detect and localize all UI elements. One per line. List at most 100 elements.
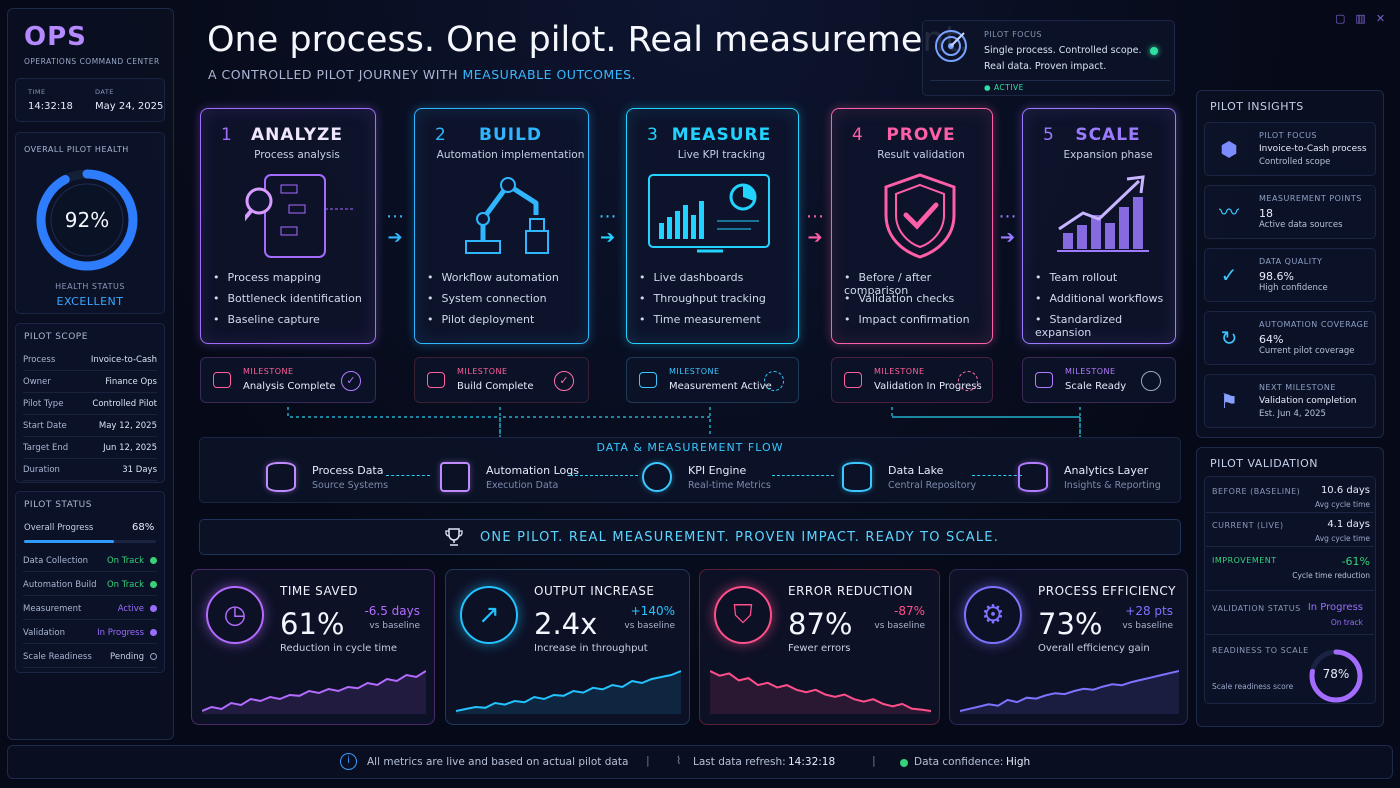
health-value: 92% — [64, 208, 110, 232]
milestone-card[interactable]: MILESTONE Build Complete ✓ — [414, 357, 589, 403]
trophy-icon — [445, 528, 463, 546]
readiness-value: 78% — [1322, 667, 1350, 681]
status-value: Pending — [110, 651, 144, 662]
milestone-text: Build Complete — [457, 381, 534, 392]
kpi-card-time-saved[interactable]: ◷ TIME SAVED 61% -6.5 days vs baseline Reduct… — [191, 569, 435, 725]
before-label: BEFORE (BASELINE) — [1212, 487, 1301, 496]
insight-value: 98.6% — [1259, 270, 1294, 283]
stage-card-scale[interactable]: 5 SCALE Expansion phase Team rolloutAdditio… — [1022, 108, 1176, 344]
status-row: Validation In Progress — [23, 622, 157, 644]
hero-subtitle: A CONTROLLED PILOT JOURNEY WITH MEASURAB… — [208, 67, 636, 82]
minimize-icon[interactable]: ▢ — [1335, 12, 1346, 25]
scope-row: Pilot Type Controlled Pilot — [23, 393, 157, 415]
kpi-sparkline — [202, 670, 426, 714]
status-value: In Progress — [97, 627, 144, 638]
status-value-wrap: Active — [118, 604, 157, 614]
scope-row: Owner Finance Ops — [23, 371, 157, 393]
growth-chart-icon — [1057, 175, 1150, 252]
kpi-sparkline — [710, 670, 931, 714]
stage-items: Live dashboardsThroughput trackingTime m… — [639, 271, 766, 334]
flow-item[interactable]: Data Lake Central Repository — [842, 462, 976, 492]
flow-text: Data Lake Central Repository — [888, 464, 976, 491]
milestone-card[interactable]: MILESTONE Scale Ready — [1022, 357, 1176, 403]
date-value: May 24, 2025 — [95, 101, 164, 112]
stage-arrow-icon: ⋯➔ — [998, 206, 1017, 248]
kpi-card-output-increase[interactable]: ↗ OUTPUT INCREASE 2.4x +140% vs baseline Incr… — [445, 569, 690, 725]
scope-value: Finance Ops — [105, 376, 157, 387]
time-value: 14:32:18 — [28, 101, 73, 112]
clock-panel — [15, 78, 165, 122]
stage-title: MEASURE — [671, 125, 772, 145]
stage-number: 2 — [435, 125, 446, 145]
scope-key: Pilot Type — [23, 398, 64, 409]
stage-arrow-icon: ⋯➔ — [386, 206, 404, 248]
stage-arrow-icon: ⋯➔ — [806, 206, 824, 248]
insight-title: DATA QUALITY — [1259, 257, 1323, 266]
gauge-icon — [642, 462, 672, 492]
kpi-delta: +140% — [630, 604, 675, 618]
insight-detail: Controlled scope — [1259, 157, 1331, 167]
kpi-value: 73% — [1038, 607, 1103, 641]
flow-item[interactable]: KPI Engine Real-time Metrics — [642, 462, 771, 492]
kpi-value: 61% — [280, 607, 345, 641]
divider — [1206, 590, 1374, 591]
scope-key: Target End — [23, 442, 69, 453]
database-icon — [842, 462, 872, 492]
flow-text: Process Data Source Systems — [312, 464, 388, 491]
window-controls: ▢ ▥ ✕ — [1335, 12, 1385, 25]
progress-label: Overall Progress — [24, 523, 94, 533]
stage-number: 1 — [221, 125, 232, 145]
flow-connectors — [287, 407, 1081, 437]
stage-items: Before / after comparisonValidation chec… — [844, 271, 992, 334]
milestone-card[interactable]: MILESTONE Analysis Complete ✓ — [200, 357, 376, 403]
flow-item[interactable]: Automation Logs Execution Data — [440, 462, 579, 492]
status-dot — [150, 580, 157, 588]
stage-card-measure[interactable]: 3 MEASURE Live KPI tracking Live dashboards… — [626, 108, 799, 344]
layout-icon[interactable]: ▥ — [1355, 12, 1366, 25]
kpi-card-error-reduction[interactable]: ⛉ ERROR REDUCTION 87% -87% vs baseline Fewer … — [699, 569, 940, 725]
milestone-label: MILESTONE — [243, 367, 294, 376]
stage-subtitle: Result validation — [877, 149, 965, 161]
status-value: Active — [117, 603, 144, 614]
date-label: DATE — [95, 88, 114, 96]
insight-card[interactable]: ↻ AUTOMATION COVERAGE 64% Current pilot cov… — [1204, 311, 1376, 365]
kpi-baseline: vs baseline — [369, 621, 420, 631]
before-sub: Avg cycle time — [1315, 500, 1370, 509]
milestone-card[interactable]: MILESTONE Measurement Active — [626, 357, 799, 403]
close-icon[interactable]: ✕ — [1375, 12, 1386, 25]
stage-card-prove[interactable]: 4 PROVE Result validation Before / after co… — [831, 108, 993, 344]
flow-item[interactable]: Process Data Source Systems — [266, 462, 388, 492]
brand-logo: OPS — [24, 22, 87, 52]
stage-item: Before / after comparison — [844, 271, 992, 297]
trend-up-icon: ↗ — [460, 586, 518, 644]
insight-detail: Active data sources — [1259, 220, 1343, 230]
code-window-icon — [440, 462, 470, 492]
insight-card[interactable]: ⚑ NEXT MILESTONE Validation completion Est.… — [1204, 374, 1376, 428]
insights-title: PILOT INSIGHTS — [1210, 100, 1304, 113]
insight-title: NEXT MILESTONE — [1259, 383, 1336, 392]
scope-value: Invoice-to-Cash — [90, 354, 157, 365]
stage-item: Time measurement — [639, 313, 766, 334]
pulse-icon: ⌇ — [676, 754, 682, 767]
scope-key: Owner — [23, 376, 51, 387]
kpi-title: ERROR REDUCTION — [788, 584, 913, 598]
insight-title: PILOT FOCUS — [1259, 131, 1317, 140]
status-value-wrap: On Track — [107, 556, 157, 566]
status-title: PILOT STATUS — [24, 500, 92, 510]
insight-card[interactable]: 〰 MEASUREMENT POINTS 18 Active data sources — [1204, 185, 1376, 239]
improvement-value: -61% — [1341, 555, 1370, 568]
stage-card-build[interactable]: 2 BUILD Automation implementation Workflow … — [414, 108, 589, 344]
insight-card[interactable]: ⬢ PILOT FOCUS Invoice-to-Cash process Contr… — [1204, 122, 1376, 176]
flow-text: KPI Engine Real-time Metrics — [688, 464, 771, 491]
status-dot — [150, 628, 157, 636]
insight-card[interactable]: ✓ DATA QUALITY 98.6% High confidence — [1204, 248, 1376, 302]
flow-title: Data Lake — [888, 463, 944, 477]
milestone-card[interactable]: MILESTONE Validation In Progress — [831, 357, 993, 403]
stage-item: Live dashboards — [639, 271, 766, 292]
focus-line1: Single process. Controlled scope. — [984, 45, 1142, 56]
kpi-footnote: Increase in throughput — [534, 643, 648, 654]
flow-item[interactable]: Analytics Layer Insights & Reporting — [1018, 462, 1161, 492]
kpi-card-process-efficiency[interactable]: ⚙ PROCESS EFFICIENCY 73% +28 pts vs baseline… — [949, 569, 1188, 725]
kpi-footnote: Overall efficiency gain — [1038, 643, 1150, 654]
